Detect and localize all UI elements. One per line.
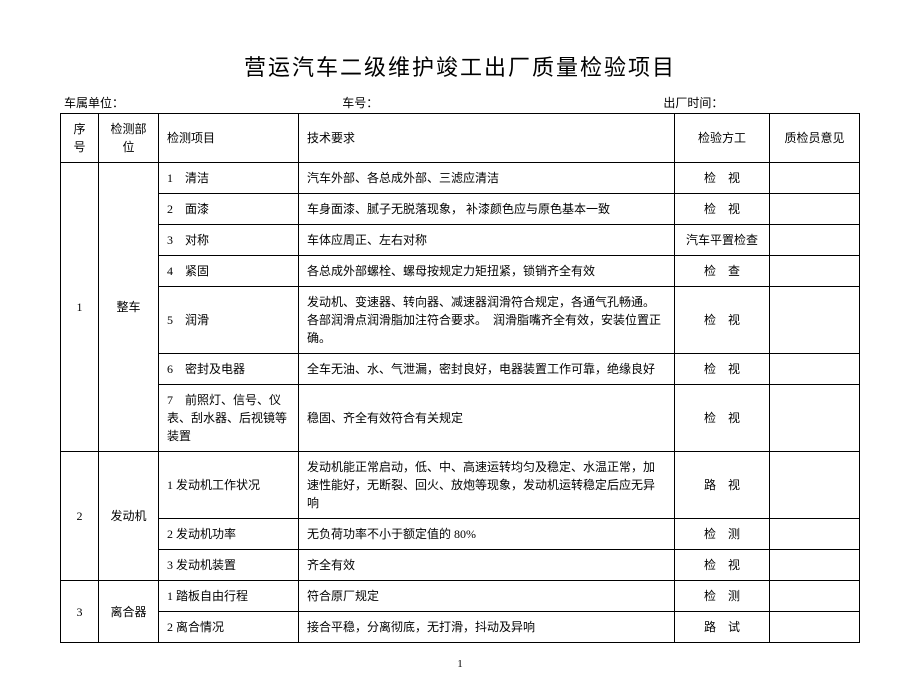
table-header-row: 序号 检测部位 检测项目 技术要求 检验方工 质检员意见 (61, 114, 860, 163)
cell-method: 检 视 (675, 385, 770, 452)
th-opinion: 质检员意见 (770, 114, 860, 163)
cell-req: 车身面漆、腻子无脱落现象， 补漆颜色应与原色基本一致 (299, 194, 675, 225)
table-row: 1整车1 清洁汽车外部、各总成外部、三滤应清洁检 视 (61, 163, 860, 194)
cell-item: 6 密封及电器 (159, 354, 299, 385)
cell-method: 检 测 (675, 519, 770, 550)
meta-time: 出厂时间： (663, 94, 856, 111)
cell-seq: 1 (61, 163, 99, 452)
cell-seq: 2 (61, 452, 99, 581)
cell-item: 1 清洁 (159, 163, 299, 194)
table-row: 2 发动机功率无负荷功率不小于额定值的 80%检 测 (61, 519, 860, 550)
meta-unit: 车属单位： (64, 94, 342, 111)
cell-method: 检 视 (675, 287, 770, 354)
cell-opinion (770, 225, 860, 256)
cell-opinion (770, 581, 860, 612)
table-row: 2发动机1 发动机工作状况发动机能正常启动，低、中、高速运转均匀及稳定、水温正常… (61, 452, 860, 519)
cell-req: 各总成外部螺栓、螺母按规定力矩扭紧，锁销齐全有效 (299, 256, 675, 287)
cell-opinion (770, 354, 860, 385)
table-row: 7 前照灯、信号、仪表、刮水器、后视镜等装置稳固、齐全有效符合有关规定检 视 (61, 385, 860, 452)
cell-method: 检 视 (675, 194, 770, 225)
th-method: 检验方工 (675, 114, 770, 163)
meta-row: 车属单位： 车号： 出厂时间： (60, 94, 860, 111)
table-row: 5 润滑发动机、变速器、转向器、减速器润滑符合规定，各通气孔畅通。各部润滑点润滑… (61, 287, 860, 354)
table-row: 3 对称车体应周正、左右对称汽车平置检查 (61, 225, 860, 256)
cell-req: 无负荷功率不小于额定值的 80% (299, 519, 675, 550)
cell-item: 5 润滑 (159, 287, 299, 354)
cell-req: 发动机、变速器、转向器、减速器润滑符合规定，各通气孔畅通。各部润滑点润滑脂加注符… (299, 287, 675, 354)
cell-item: 2 发动机功率 (159, 519, 299, 550)
table-row: 4 紧固各总成外部螺栓、螺母按规定力矩扭紧，锁销齐全有效检 查 (61, 256, 860, 287)
cell-item: 1 踏板自由行程 (159, 581, 299, 612)
cell-item: 3 对称 (159, 225, 299, 256)
cell-item: 1 发动机工作状况 (159, 452, 299, 519)
cell-opinion (770, 519, 860, 550)
table-row: 6 密封及电器全车无油、水、气泄漏，密封良好，电器装置工作可靠，绝缘良好检 视 (61, 354, 860, 385)
page-number: 1 (60, 658, 860, 670)
cell-method: 检 视 (675, 354, 770, 385)
page-title: 营运汽车二级维护竣工出厂质量检验项目 (60, 50, 860, 82)
cell-part: 发动机 (99, 452, 159, 581)
cell-opinion (770, 194, 860, 225)
cell-seq: 3 (61, 581, 99, 643)
cell-req: 接合平稳，分离彻底，无打滑，抖动及异响 (299, 612, 675, 643)
th-req: 技术要求 (299, 114, 675, 163)
table-row: 2 离合情况接合平稳，分离彻底，无打滑，抖动及异响路 试 (61, 612, 860, 643)
cell-opinion (770, 287, 860, 354)
cell-method: 汽车平置检查 (675, 225, 770, 256)
cell-opinion (770, 452, 860, 519)
cell-req: 全车无油、水、气泄漏，密封良好，电器装置工作可靠，绝缘良好 (299, 354, 675, 385)
cell-req: 符合原厂规定 (299, 581, 675, 612)
cell-item: 2 离合情况 (159, 612, 299, 643)
cell-opinion (770, 385, 860, 452)
table-row: 2 面漆车身面漆、腻子无脱落现象， 补漆颜色应与原色基本一致检 视 (61, 194, 860, 225)
th-item: 检测项目 (159, 114, 299, 163)
cell-method: 路 试 (675, 612, 770, 643)
cell-method: 检 视 (675, 163, 770, 194)
cell-req: 汽车外部、各总成外部、三滤应清洁 (299, 163, 675, 194)
cell-req: 发动机能正常启动，低、中、高速运转均匀及稳定、水温正常，加速性能好，无断裂、回火… (299, 452, 675, 519)
cell-req: 稳固、齐全有效符合有关规定 (299, 385, 675, 452)
th-part: 检测部位 (99, 114, 159, 163)
cell-part: 离合器 (99, 581, 159, 643)
cell-req: 齐全有效 (299, 550, 675, 581)
cell-req: 车体应周正、左右对称 (299, 225, 675, 256)
inspection-table: 序号 检测部位 检测项目 技术要求 检验方工 质检员意见 1整车1 清洁汽车外部… (60, 113, 860, 643)
cell-method: 路 视 (675, 452, 770, 519)
table-row: 3 发动机装置齐全有效检 视 (61, 550, 860, 581)
cell-opinion (770, 256, 860, 287)
cell-item: 2 面漆 (159, 194, 299, 225)
cell-part: 整车 (99, 163, 159, 452)
cell-method: 检 视 (675, 550, 770, 581)
cell-item: 4 紧固 (159, 256, 299, 287)
cell-opinion (770, 163, 860, 194)
cell-item: 7 前照灯、信号、仪表、刮水器、后视镜等装置 (159, 385, 299, 452)
table-row: 3离合器1 踏板自由行程符合原厂规定检 测 (61, 581, 860, 612)
cell-method: 检 测 (675, 581, 770, 612)
cell-opinion (770, 550, 860, 581)
cell-opinion (770, 612, 860, 643)
th-seq: 序号 (61, 114, 99, 163)
cell-item: 3 发动机装置 (159, 550, 299, 581)
meta-plate: 车号： (342, 94, 663, 111)
cell-method: 检 查 (675, 256, 770, 287)
